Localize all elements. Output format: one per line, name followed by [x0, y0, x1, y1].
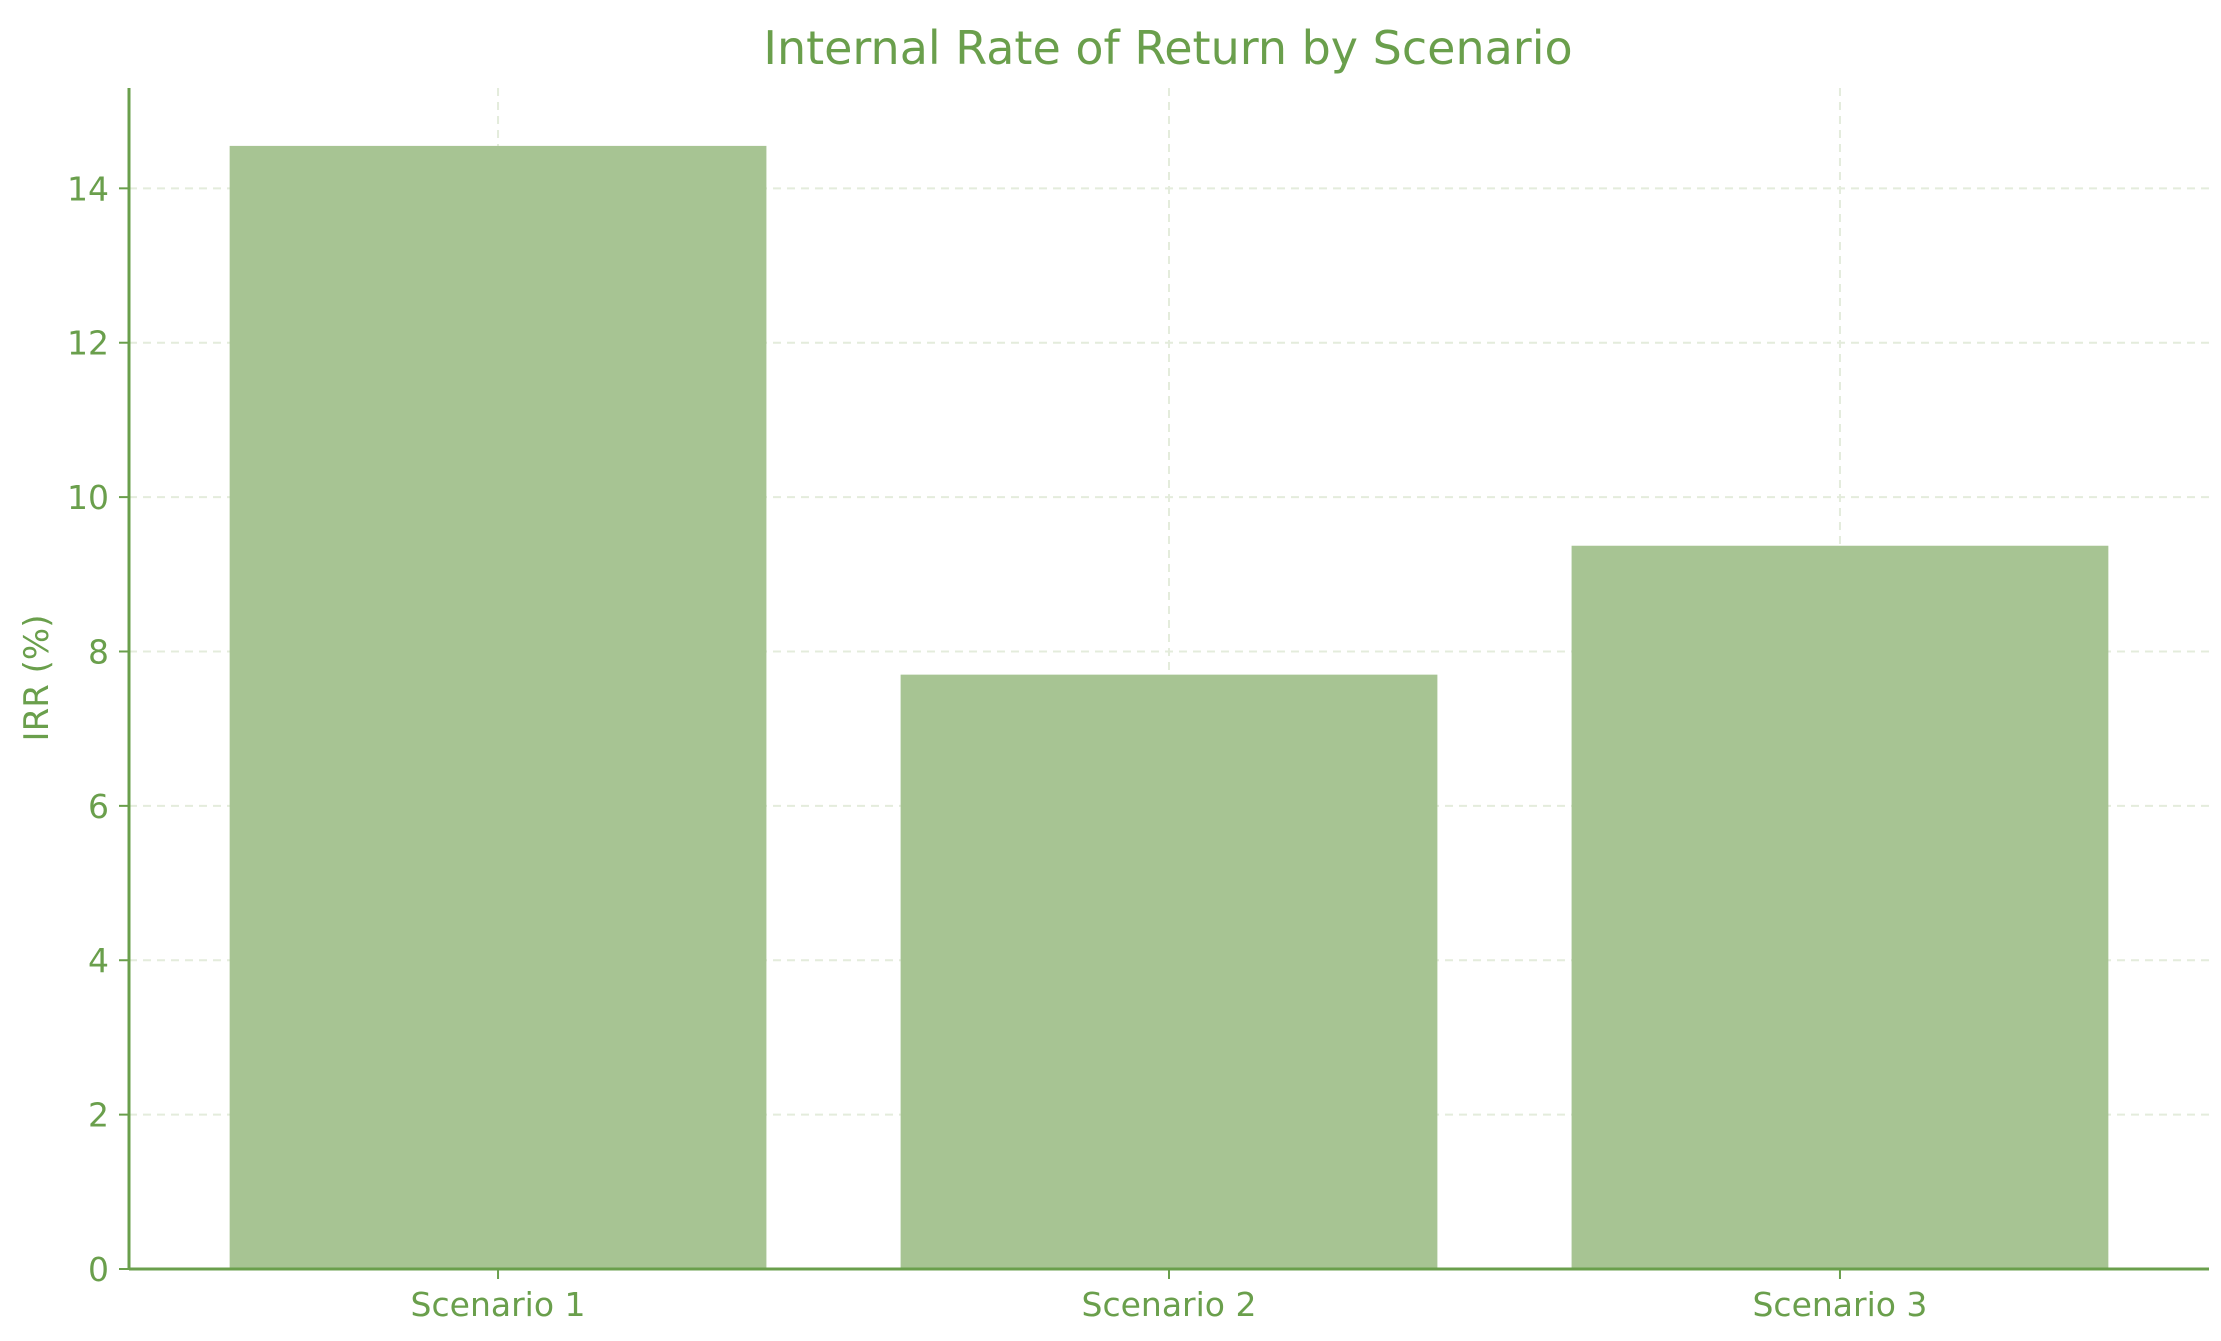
y-tick-label: 14 [67, 169, 109, 208]
bar-scenario-2 [900, 674, 1438, 1269]
y-axis-label: IRR (%) [17, 615, 57, 742]
x-ticks: Scenario 1 Scenario 2 Scenario 3 [411, 1269, 1927, 1324]
y-ticks: 0 2 4 6 8 10 12 14 [67, 169, 129, 1289]
x-tick-label: Scenario 2 [1082, 1285, 1257, 1324]
y-tick-label: 0 [88, 1250, 109, 1289]
bar-scenario-1 [229, 145, 767, 1270]
x-tick-label: Scenario 1 [411, 1285, 586, 1324]
y-tick-label: 8 [88, 632, 109, 671]
chart-title: Internal Rate of Return by Scenario [763, 21, 1572, 75]
bars [229, 145, 2109, 1270]
y-tick-label: 2 [88, 1096, 109, 1135]
y-tick-label: 10 [67, 478, 109, 517]
x-tick-label: Scenario 3 [1752, 1285, 1927, 1324]
y-tick-label: 12 [67, 324, 109, 363]
bar-scenario-3 [1571, 545, 2109, 1269]
y-tick-label: 4 [88, 941, 109, 980]
y-tick-label: 6 [88, 787, 109, 826]
